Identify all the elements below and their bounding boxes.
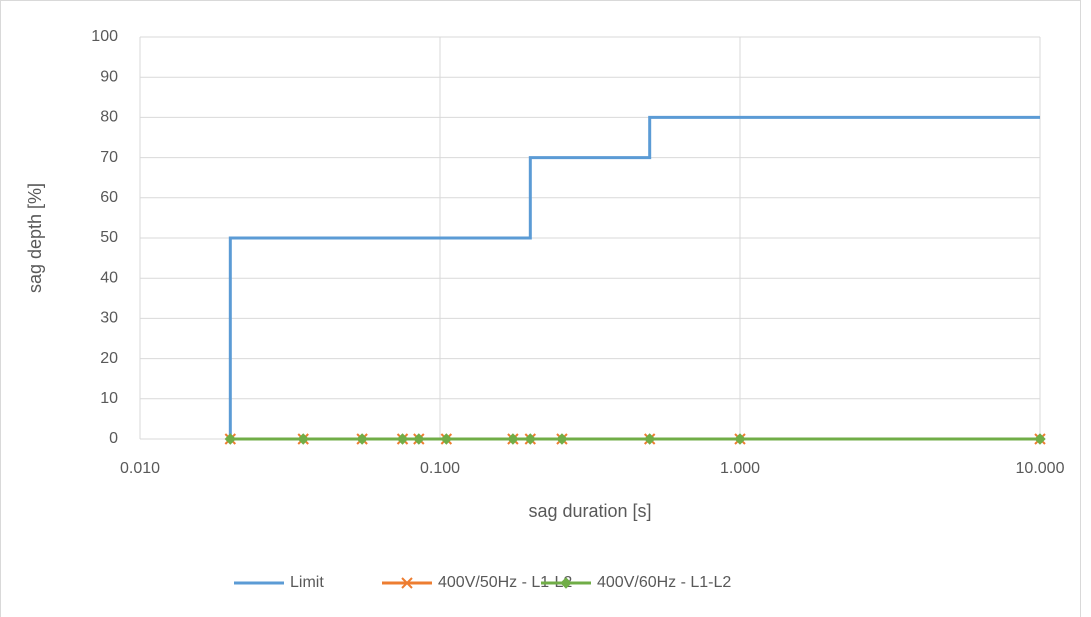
series-marker (413, 433, 425, 445)
x-tick-label: 1.000 (720, 460, 760, 477)
series-marker (1034, 433, 1046, 445)
y-tick-label: 100 (91, 28, 118, 45)
x-axis-label: sag duration [s] (528, 501, 651, 521)
legend-label: 400V/50Hz - L1-L2 (438, 574, 572, 591)
x-tick-label: 10.000 (1016, 460, 1065, 477)
y-tick-label: 10 (100, 390, 118, 407)
y-tick-label: 50 (100, 229, 118, 246)
y-axis-label: sag depth [%] (25, 183, 45, 293)
legend-marker (401, 577, 413, 589)
y-tick-label: 90 (100, 68, 118, 85)
x-tick-label: 0.100 (420, 460, 460, 477)
series-marker (440, 433, 453, 445)
series-marker (734, 433, 746, 445)
y-tick-label: 30 (100, 310, 118, 327)
series-line (228, 115, 1040, 439)
series-marker (643, 433, 656, 445)
series-marker (396, 433, 409, 445)
y-tick-label: 40 (100, 269, 118, 286)
legend-label: 400V/60Hz - L1-L2 (597, 574, 731, 591)
series-marker (556, 433, 568, 445)
legend-label: Limit (290, 574, 324, 591)
y-tick-label: 60 (100, 189, 118, 206)
x-tick-label: 0.010 (120, 460, 160, 477)
series-marker (507, 433, 519, 445)
y-tick-label: 70 (100, 149, 118, 166)
y-tick-label: 20 (100, 350, 118, 367)
series-marker (524, 433, 537, 445)
y-tick-label: 0 (109, 430, 118, 447)
series-marker (356, 433, 368, 445)
y-tick-label: 80 (100, 109, 118, 126)
legend-marker (560, 577, 572, 589)
series-marker (297, 433, 309, 445)
series-marker (224, 433, 237, 445)
